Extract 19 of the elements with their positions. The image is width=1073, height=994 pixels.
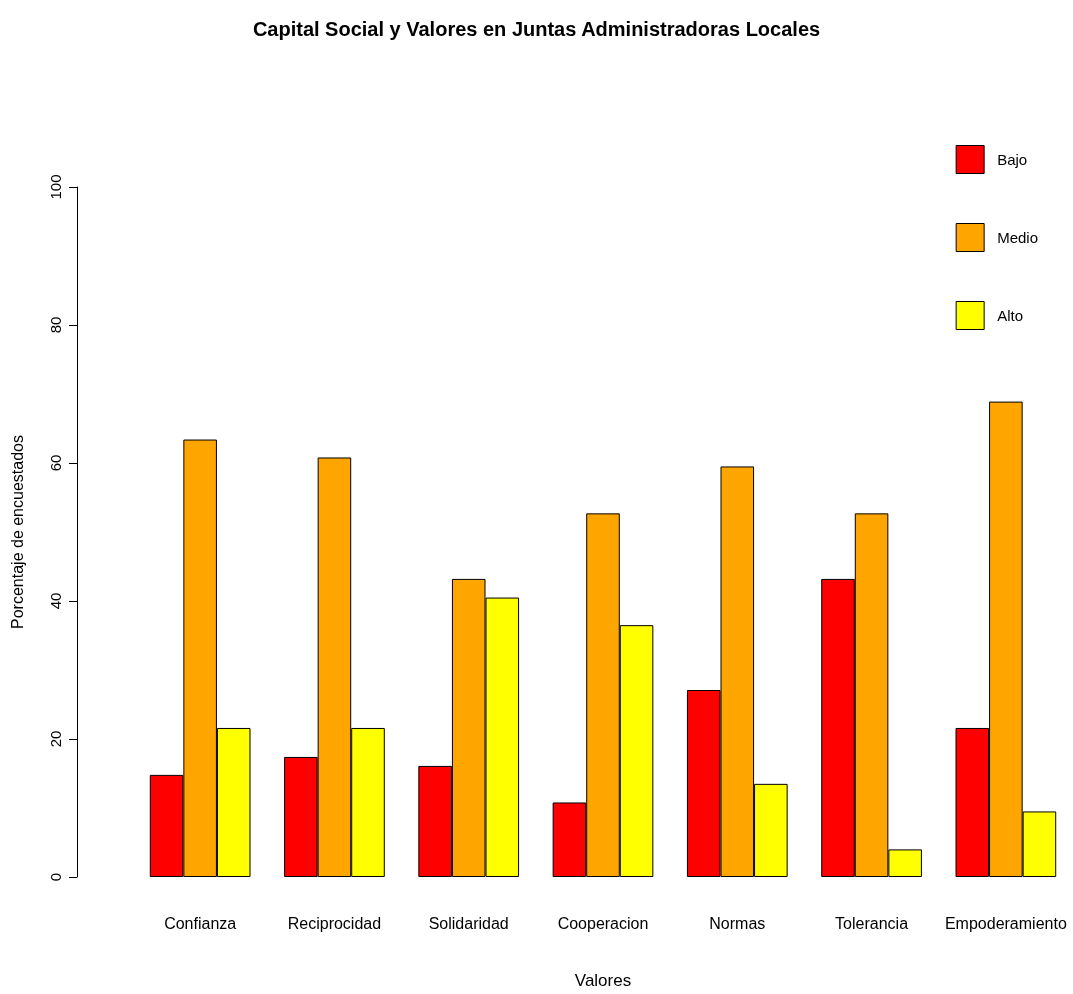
x-tick-label: Confianza (164, 914, 237, 932)
y-tick-label: 60 (47, 454, 64, 472)
x-tick-label: Normas (709, 914, 766, 932)
y-tick-label: 40 (47, 592, 64, 610)
legend-label: Alto (997, 307, 1023, 324)
x-tick-label: Tolerancia (835, 914, 909, 932)
y-tick-label: 100 (47, 174, 64, 200)
y-tick-label: 20 (47, 730, 64, 748)
chart-title: Capital Social y Valores en Juntas Administradoras Locales (252, 18, 821, 40)
x-tick-label: Reciprocidad (287, 914, 382, 932)
legend-label: Bajo (997, 151, 1028, 168)
x-tick-label: Cooperacion (557, 914, 649, 932)
y-tick-label: 0 (47, 872, 64, 882)
y-tick-label: 80 (47, 316, 64, 334)
x-axis-title: Valores (574, 971, 632, 990)
y-axis-title: Porcentaje de encuestados (8, 435, 26, 629)
legend-label: Medio (997, 229, 1038, 246)
x-tick-label: Empoderamiento (944, 914, 1067, 932)
x-tick-label: Solidaridad (428, 914, 509, 932)
